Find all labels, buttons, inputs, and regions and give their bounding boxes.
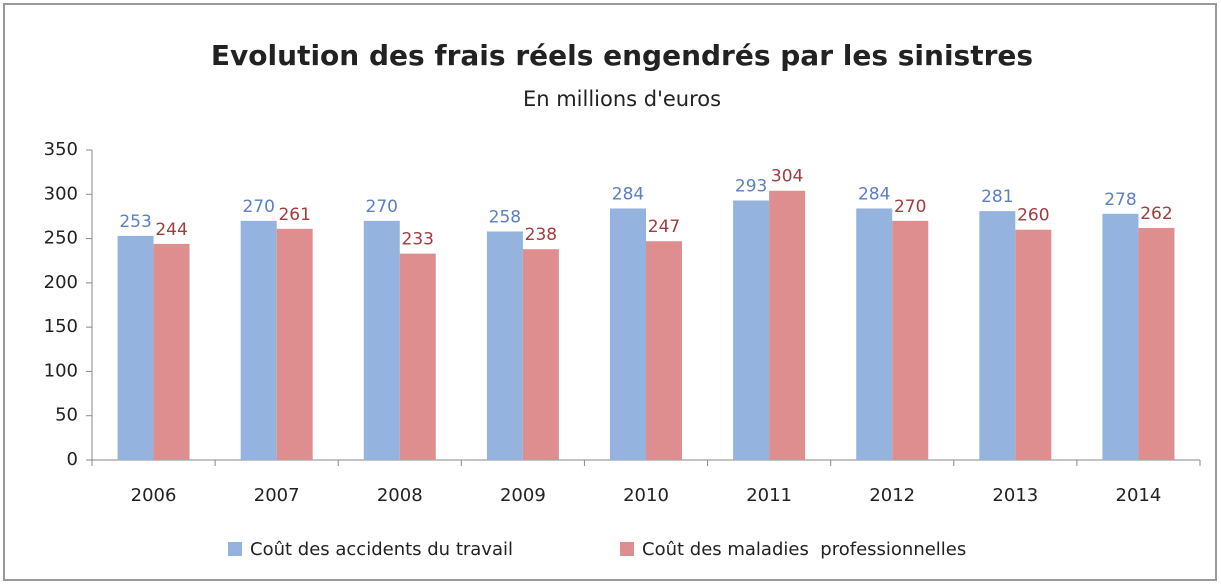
bar bbox=[276, 228, 313, 460]
data-label: 278 bbox=[1104, 190, 1136, 210]
data-label: 270 bbox=[242, 197, 274, 217]
data-label: 270 bbox=[894, 197, 926, 217]
bar bbox=[856, 208, 893, 460]
data-label: 253 bbox=[119, 212, 151, 232]
data-label: 261 bbox=[278, 205, 310, 225]
chart-subtitle: En millions d'euros bbox=[523, 87, 721, 111]
bar bbox=[892, 220, 929, 460]
x-tick-label: 2007 bbox=[254, 485, 300, 506]
legend-label: Coût des maladies professionnelles bbox=[642, 539, 966, 560]
bar bbox=[399, 253, 436, 460]
data-label: 293 bbox=[735, 176, 767, 196]
bar bbox=[363, 220, 400, 460]
data-label: 270 bbox=[366, 197, 398, 217]
bar bbox=[1102, 213, 1139, 460]
data-label: 244 bbox=[155, 220, 187, 240]
x-tick-label: 2008 bbox=[377, 485, 423, 506]
y-tick-label: 50 bbox=[55, 405, 78, 426]
bar bbox=[153, 243, 190, 460]
bar bbox=[1015, 229, 1052, 460]
data-label: 260 bbox=[1017, 206, 1049, 226]
data-label: 304 bbox=[771, 167, 803, 187]
x-tick-label: 2012 bbox=[869, 485, 915, 506]
y-tick-label: 350 bbox=[44, 139, 78, 160]
legend-label: Coût des accidents du travail bbox=[250, 539, 513, 560]
y-tick-label: 100 bbox=[44, 360, 78, 381]
bar bbox=[733, 200, 770, 460]
data-label: 284 bbox=[858, 184, 890, 204]
y-tick-label: 150 bbox=[44, 316, 78, 337]
bar bbox=[240, 220, 277, 460]
chart-title: Evolution des frais réels engendrés par … bbox=[211, 39, 1033, 72]
data-label: 238 bbox=[525, 225, 557, 245]
x-tick-label: 2011 bbox=[746, 485, 792, 506]
x-tick-label: 2013 bbox=[992, 485, 1038, 506]
x-tick-label: 2014 bbox=[1116, 485, 1162, 506]
y-tick-label: 250 bbox=[44, 228, 78, 249]
y-tick-label: 200 bbox=[44, 272, 78, 293]
x-tick-label: 2006 bbox=[131, 485, 177, 506]
bar bbox=[486, 231, 523, 460]
legend-marker bbox=[228, 542, 242, 556]
y-tick-label: 0 bbox=[67, 449, 78, 470]
data-label: 258 bbox=[489, 207, 521, 227]
bar bbox=[117, 235, 154, 460]
bar bbox=[979, 211, 1016, 460]
data-label: 247 bbox=[648, 217, 680, 237]
data-label: 262 bbox=[1140, 204, 1172, 224]
bar bbox=[522, 249, 559, 460]
bar bbox=[610, 208, 646, 460]
y-tick-label: 300 bbox=[44, 183, 78, 204]
data-label: 281 bbox=[981, 187, 1013, 207]
x-tick-label: 2009 bbox=[500, 485, 546, 506]
bar bbox=[646, 241, 682, 460]
bar bbox=[769, 190, 806, 460]
bar bbox=[1138, 227, 1175, 460]
data-label: 284 bbox=[612, 184, 644, 204]
data-label: 233 bbox=[402, 230, 434, 250]
legend-marker bbox=[620, 542, 634, 556]
x-tick-label: 2010 bbox=[623, 485, 669, 506]
